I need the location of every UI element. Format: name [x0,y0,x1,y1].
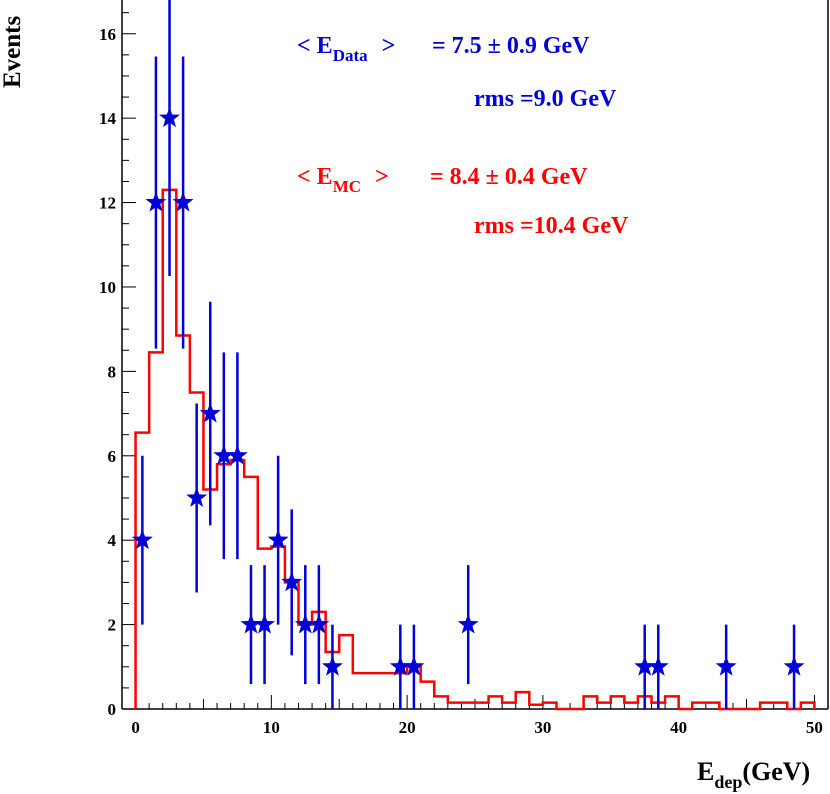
data-point-star [321,655,343,676]
data-point-star [403,655,425,676]
y-tick-label: 10 [99,278,116,297]
data-point-star [715,655,737,676]
data-point-star [647,655,669,676]
data-rms: rms =9.0 GeV [474,86,617,112]
data-point-star [186,486,208,507]
axes: 0 2 4 6 8 10 12 14 16 0 10 20 30 40 50 [99,0,829,737]
data-point-star [634,655,656,676]
y-tick-label: 2 [108,616,117,635]
data-point-star [294,613,316,634]
x-tick-label: 50 [806,718,823,737]
y-tick-label: 14 [99,109,117,128]
x-tick-label: 10 [263,718,280,737]
data-point-star [267,529,289,550]
y-tick-label: 0 [108,700,117,719]
x-tick-label: 40 [670,718,687,737]
data-point-star [213,444,235,465]
data-point-star [457,613,479,634]
data-point-star [199,402,221,423]
y-tick-label: 12 [99,194,116,213]
data-point-star [308,613,330,634]
y-tick-label: 6 [108,447,117,466]
data-point-star [240,613,262,634]
y-tick-label: 8 [108,362,117,381]
data-point-star [783,655,805,676]
data-mean-value: = 7.5 ± 0.9 GeV [432,33,590,59]
y-axis-title: Events [0,16,26,89]
y-tick-label: 4 [108,531,117,550]
mc-rms: rms =10.4 GeV [474,213,629,239]
x-tick-label: 30 [534,718,551,737]
mc-mean-label: < EMC > [297,164,389,196]
data-point-star [172,191,194,212]
data-point-star [159,107,180,128]
x-tick-label: 0 [131,718,140,737]
x-axis-title: Edep(GeV) [697,757,810,792]
data-point-star [226,444,248,465]
mc-mean-value: = 8.4 ± 0.4 GeV [430,164,588,190]
data-point-star [145,191,167,212]
data-mean-label: < EData > [297,33,395,65]
data-point-star [281,571,303,592]
x-tick-label: 20 [399,718,416,737]
data-point-star [254,613,276,634]
data-point-star [389,655,411,676]
data-points-layer [131,0,805,709]
data-point-star [131,529,153,550]
y-tick-label: 16 [99,25,116,44]
